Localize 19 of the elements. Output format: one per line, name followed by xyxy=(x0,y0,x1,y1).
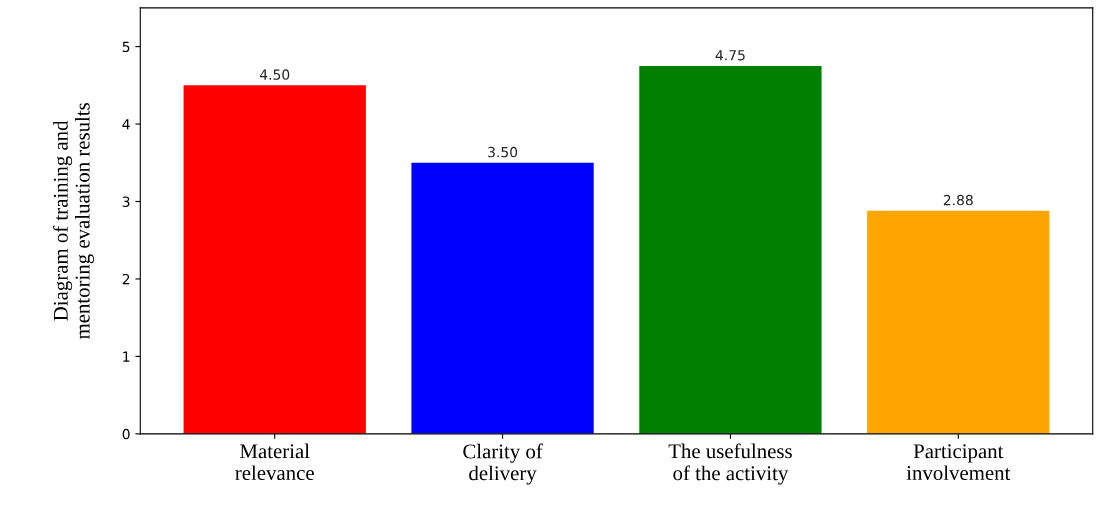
y-tick-label: 3 xyxy=(122,196,130,207)
bar xyxy=(639,65,822,434)
data-label: 2.88 xyxy=(943,194,973,206)
y-tick-label: 4 xyxy=(122,119,130,130)
y-tick-label: 2 xyxy=(122,273,130,285)
y-tick-label: 1 xyxy=(123,351,130,362)
x-tick-label: The usefulness of the activity xyxy=(668,443,792,485)
y-axis-title: Diagram of training and mentoring evaluation results xyxy=(52,103,94,340)
y-tick-label: 5 xyxy=(122,41,130,53)
data-label: 4.50 xyxy=(259,69,290,80)
bar xyxy=(411,162,594,434)
data-label: 3.50 xyxy=(488,146,518,158)
x-tick-label: Participant involvement xyxy=(906,444,1011,481)
x-tick-label: Clarity of delivery xyxy=(463,443,543,485)
bar xyxy=(183,85,366,434)
x-tick-label: Material relevance xyxy=(235,443,314,481)
data-label: 4.75 xyxy=(715,50,745,61)
y-tick-label: 0 xyxy=(122,428,130,440)
bar xyxy=(867,210,1050,434)
